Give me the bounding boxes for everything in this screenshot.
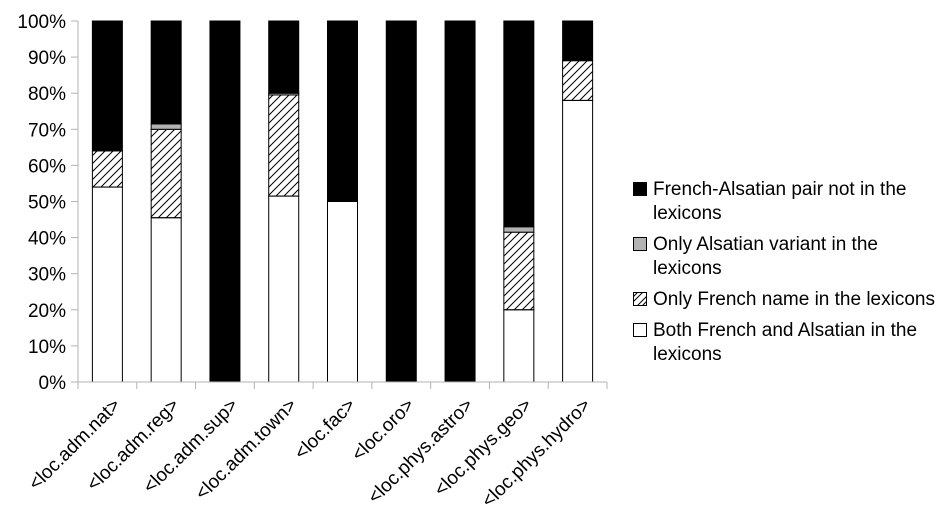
x-axis: <loc.adm.nat><loc.adm.reg><loc.adm.sup><… <box>25 381 608 512</box>
y-tick-label: 10% <box>28 337 66 358</box>
bar-segment <box>150 20 182 125</box>
y-tick-label: 20% <box>28 301 66 322</box>
legend-swatch <box>633 323 647 337</box>
legend-label: Only French name in the lexicons <box>653 289 935 310</box>
y-tick-label: 0% <box>39 373 67 394</box>
bar-segment <box>327 20 358 202</box>
chart-legend: French-Alsatian pair not in the lexicons… <box>633 178 937 374</box>
x-category-label: <loc.adm.town> <box>192 395 302 505</box>
y-axis: 0% 10% 20% 30% 40% 50% 60% 70% 80% 90% 100% <box>17 12 79 394</box>
legend-swatch <box>633 237 647 251</box>
legend-swatch <box>633 182 647 196</box>
y-tick-label: 100% <box>17 12 66 33</box>
legend-swatch <box>633 292 647 306</box>
x-category-label: <loc.phys.hydro> <box>478 395 595 512</box>
bar-segment <box>503 231 535 311</box>
bar-segment <box>91 186 123 383</box>
y-tick-label: 70% <box>28 120 66 141</box>
bar-segment <box>150 123 182 130</box>
legend-item: French-Alsatian pair not in the lexicons <box>633 178 937 226</box>
y-tick-label: 90% <box>28 48 66 69</box>
legend-label: French-Alsatian pair not in the lexicons <box>653 179 907 224</box>
legend-item: Both French and Alsatian in the lexicons <box>633 319 937 367</box>
bar-segment <box>91 20 123 152</box>
bar-segment <box>503 226 535 233</box>
bar-segment <box>503 309 535 383</box>
y-tick-label: 50% <box>28 193 66 214</box>
y-tick-label: 40% <box>28 229 66 250</box>
bar-segment <box>150 217 182 383</box>
y-tick-label: 60% <box>28 156 66 177</box>
bar-segment <box>91 150 123 188</box>
legend-item: Only Alsatian variant in the lexicons <box>633 233 937 281</box>
legend-label: Both French and Alsatian in the lexicons <box>653 320 918 365</box>
bar-segment <box>327 201 358 383</box>
bar-segment <box>562 20 594 62</box>
y-tick-label: 80% <box>28 84 66 105</box>
x-category-label: <loc.phys.astro> <box>364 395 477 508</box>
bar-segment <box>150 128 182 219</box>
bars <box>91 20 594 383</box>
legend-label: Only Alsatian variant in the lexicons <box>653 234 878 279</box>
bar-segment <box>385 20 417 383</box>
bar-segment <box>209 20 241 383</box>
legend-item: Only French name in the lexicons <box>633 288 937 312</box>
bar-segment <box>268 20 300 94</box>
bar-segment <box>268 94 300 197</box>
bar-segment <box>268 195 300 383</box>
stacked-bar-chart: 0% 10% 20% 30% 40% 50% 60% 70% 80% 90% 100% <loc.a… <box>17 12 608 512</box>
bar-segment <box>562 60 594 101</box>
bar-segment <box>562 99 594 383</box>
bar-segment <box>503 20 535 228</box>
y-tick-label: 30% <box>28 265 66 286</box>
bar-segment <box>444 20 476 383</box>
